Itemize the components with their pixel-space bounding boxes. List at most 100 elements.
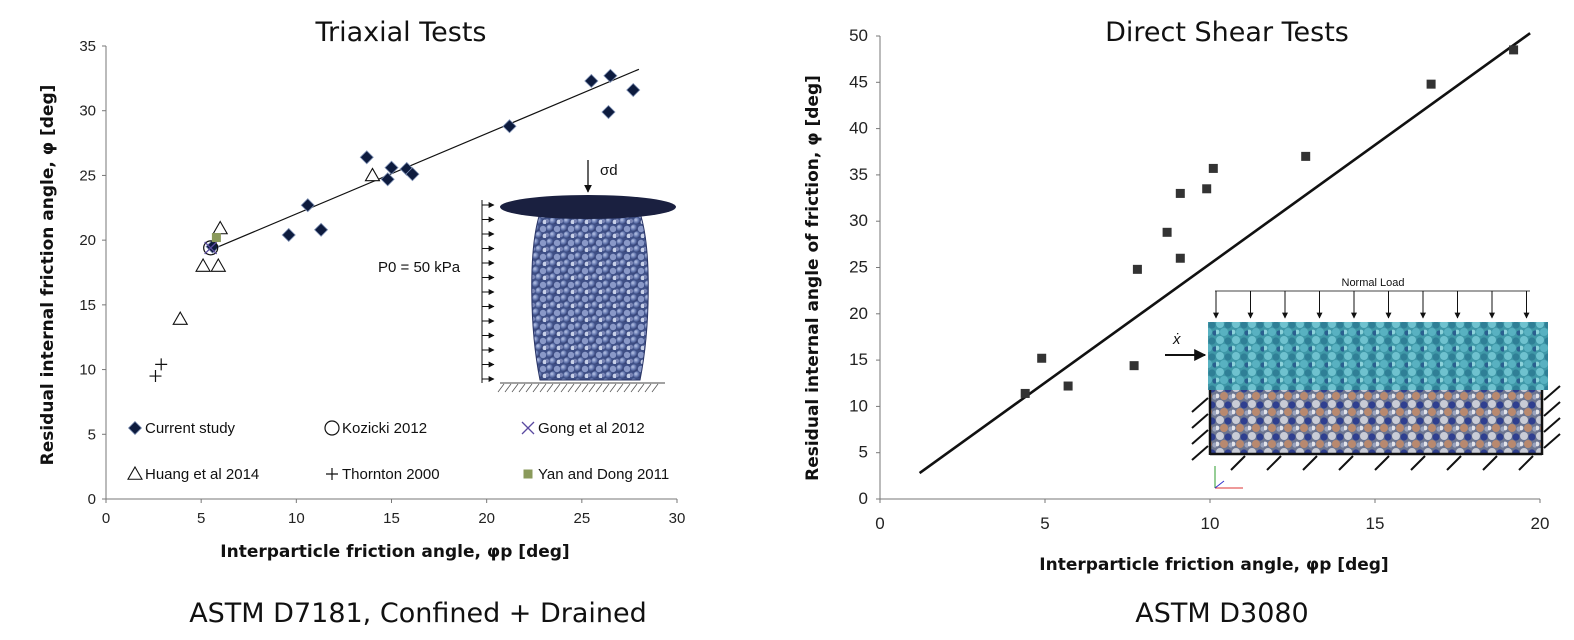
data-point [204, 241, 218, 255]
legend: Current study Kozicki 2012 Gong et al 2012… [127, 420, 669, 483]
triaxial-chart: Triaxial Tests 0 5 10 15 20 25 30 0 5 10 15 20 25 30… [38, 17, 685, 629]
legend-label: Gong et al 2012 [538, 420, 645, 437]
data-point [1063, 381, 1073, 391]
hatch-line [1482, 455, 1498, 471]
data-point [1162, 227, 1172, 237]
legend-item: Huang et al 2014 [127, 465, 259, 483]
sigma-label: σd [600, 162, 618, 179]
box-hatching [1191, 385, 1561, 471]
data-points [1020, 45, 1519, 398]
y-axis-label: Residual internal angle of friction, φ [… [803, 75, 823, 481]
y-tick-label: 35 [849, 165, 868, 184]
x-tick-labels: 0 5 10 15 20 [875, 499, 1549, 533]
x-tick-label: 15 [1366, 514, 1385, 533]
data-point [359, 150, 374, 165]
y-tick-label: 25 [79, 167, 96, 184]
specimen-body [531, 212, 649, 381]
hatch-line [637, 383, 645, 393]
confining-pressure-arrows [482, 202, 495, 382]
trendline [918, 32, 1531, 475]
legend-item: Yan and Dong 2011 [523, 466, 669, 483]
y-tick-label: 30 [79, 103, 96, 120]
y-tick-label: 50 [849, 26, 868, 45]
hatch-line [581, 383, 589, 393]
data-point [502, 119, 517, 134]
x-tick-label: 5 [197, 510, 205, 527]
shear-velocity-label: ẋ [1172, 331, 1181, 348]
data-point [405, 167, 420, 182]
base-hatching [497, 383, 659, 393]
hatch-line [504, 383, 512, 393]
hatch-line [595, 383, 603, 393]
y-tick-label: 45 [849, 72, 868, 91]
data-point [1509, 45, 1519, 55]
hatch-line [623, 383, 631, 393]
data-point [380, 172, 395, 187]
x-tick-label: 10 [1201, 514, 1220, 533]
hatch-line [1191, 397, 1209, 413]
hatch-line [574, 383, 582, 393]
chart-caption: ASTM D3080 [1135, 598, 1308, 629]
legend-item: Kozicki 2012 [324, 420, 427, 437]
y-tick-labels: 0 5 10 15 20 25 30 35 40 45 50 [849, 26, 880, 508]
data-point [601, 104, 616, 120]
data-point [300, 198, 315, 213]
chart-title: Triaxial Tests [314, 17, 486, 48]
y-tick-label: 10 [849, 396, 868, 415]
hatch-line [644, 383, 652, 393]
y-tick-label: 10 [79, 362, 96, 379]
x-tick-label: 30 [669, 510, 686, 527]
hatch-line [1543, 417, 1561, 433]
data-point [314, 222, 329, 237]
data-point [1301, 151, 1311, 161]
data-point [1208, 163, 1218, 173]
data-point [626, 82, 641, 98]
hatch-line [525, 383, 533, 393]
y-tick-label: 5 [88, 426, 96, 443]
legend-label: Kozicki 2012 [342, 420, 427, 437]
direct-shear-chart: Direct Shear Tests 0 5 10 15 20 0 5 10 15 20 25 30… [803, 17, 1561, 629]
x-tick-label: 25 [573, 510, 590, 527]
x-tick-label: 5 [1040, 514, 1049, 533]
y-tick-label: 0 [859, 489, 868, 508]
data-point [364, 167, 381, 182]
x-tick-label: 10 [288, 510, 305, 527]
hatch-line [651, 383, 659, 393]
legend-marker [521, 421, 535, 435]
coordinate-axes-icon [1214, 466, 1243, 489]
legend-item: Thornton 2000 [326, 466, 440, 483]
data-point [212, 220, 229, 235]
data-points [149, 68, 641, 383]
y-axis-label: Residual internal friction angle, φ [deg… [38, 85, 58, 466]
x-axis-label: Interparticle friction angle, φp [deg] [220, 542, 569, 562]
y-tick-label: 30 [849, 211, 868, 230]
legend-marker [127, 420, 143, 436]
upper-shear-box [1208, 322, 1548, 390]
legend-item: Current study [127, 420, 236, 437]
legend-marker [324, 420, 340, 436]
x-tick-labels: 0 5 10 15 20 25 30 [102, 499, 686, 527]
hatch-line [1302, 455, 1318, 471]
hatch-line [539, 383, 547, 393]
hatch-line [1266, 455, 1282, 471]
x-tick-label: 20 [1531, 514, 1550, 533]
hatch-line [630, 383, 638, 393]
hatch-line [1543, 401, 1561, 417]
hatch-line [497, 383, 505, 393]
hatch-line [511, 383, 519, 393]
hatch-line [1191, 413, 1209, 429]
x-tick-label: 0 [875, 514, 884, 533]
data-point [384, 160, 399, 175]
hatch-line [553, 383, 561, 393]
hatch-line [1374, 455, 1390, 471]
data-point [1175, 188, 1185, 198]
hatch-line [1543, 385, 1561, 401]
hatch-line [546, 383, 554, 393]
hatch-line [588, 383, 596, 393]
trendline [212, 68, 640, 250]
hatch-line [518, 383, 526, 393]
normal-load-arrows [1213, 291, 1530, 319]
hatch-line [1191, 445, 1209, 461]
data-point [1426, 79, 1436, 89]
y-tick-labels: 0 5 10 15 20 25 30 35 [79, 38, 106, 508]
